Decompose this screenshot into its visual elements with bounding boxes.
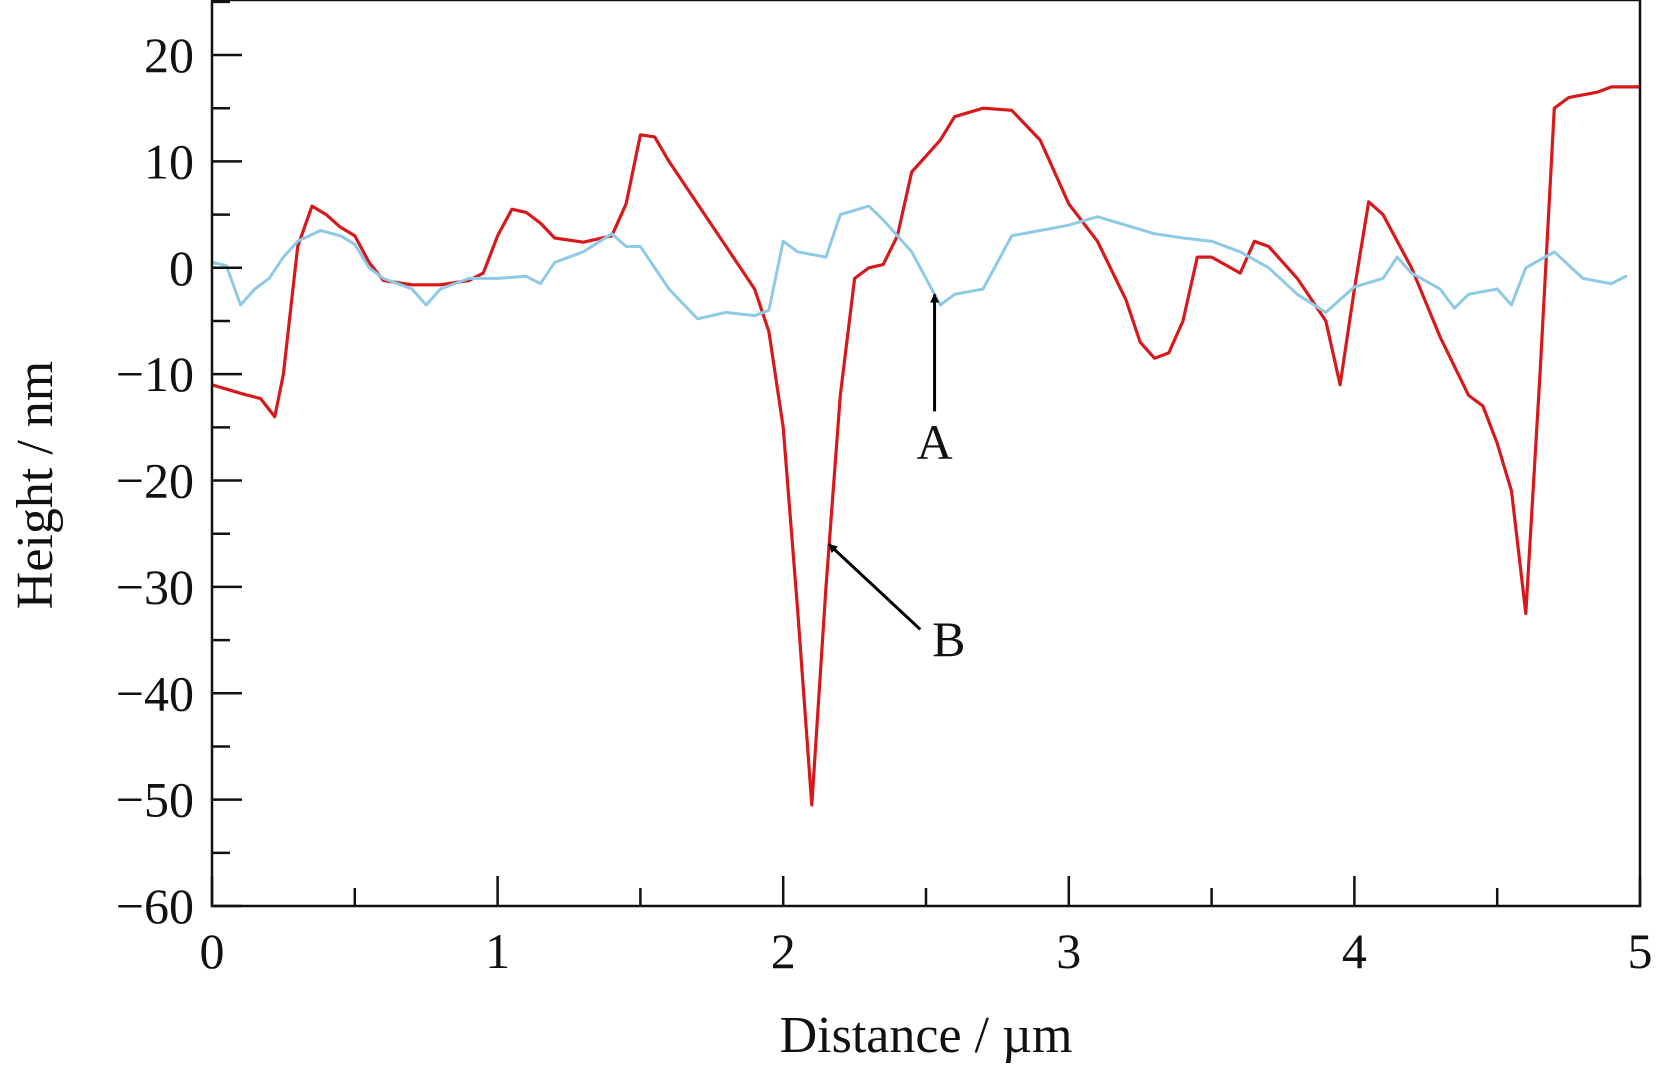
y-tick-label: −20 bbox=[116, 453, 194, 509]
annotation-layer: AB bbox=[827, 293, 966, 667]
y-tick-label: −50 bbox=[116, 772, 194, 828]
x-tick-label: 3 bbox=[1056, 923, 1081, 979]
x-tick-label: 4 bbox=[1342, 923, 1367, 979]
x-tick-label: 1 bbox=[485, 923, 510, 979]
x-axis-title: Distance / µm bbox=[780, 1007, 1073, 1064]
y-tick-label: −10 bbox=[116, 346, 194, 402]
x-tick-label: 5 bbox=[1628, 923, 1653, 979]
y-tick-label: 10 bbox=[144, 133, 194, 189]
annotation-label-a: A bbox=[917, 414, 953, 470]
y-tick-label: −30 bbox=[116, 559, 194, 615]
y-tick-label: −60 bbox=[116, 878, 194, 934]
annotation-arrow-b bbox=[827, 543, 922, 631]
annotation-label-b: B bbox=[932, 611, 965, 667]
y-tick-label: −40 bbox=[116, 665, 194, 721]
series-line-1 bbox=[212, 85, 1640, 807]
y-tick-label: 0 bbox=[169, 240, 194, 296]
x-tick-label: 0 bbox=[200, 923, 225, 979]
x-tick-label: 2 bbox=[771, 923, 796, 979]
series-line-2 bbox=[212, 204, 1628, 321]
labels-layer: 0 1 2 3 4 5 −60 −50 −40 −30 −20 −10 0 10 20 bbox=[116, 27, 1653, 979]
ticks-layer bbox=[210, 0, 1642, 908]
y-axis-title: Height / nm bbox=[7, 361, 64, 609]
y-tick-label: 20 bbox=[144, 27, 194, 83]
series-layer bbox=[212, 85, 1640, 807]
